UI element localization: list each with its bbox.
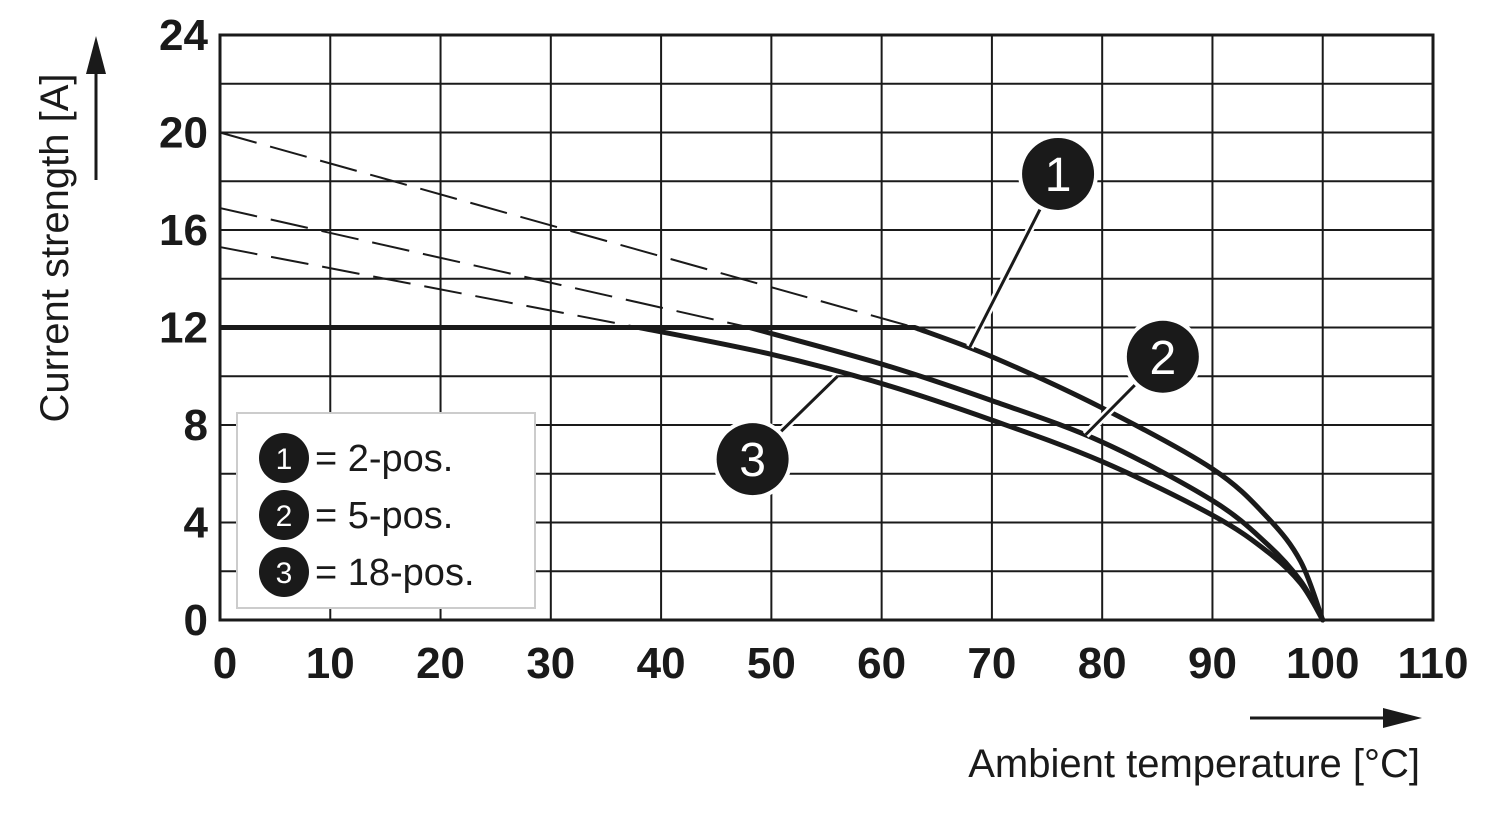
grid [218, 33, 1435, 622]
series-lines [220, 325, 1326, 623]
legend-label: = 18-pos. [315, 552, 475, 594]
series-2-dashed-line [219, 207, 750, 329]
y-tick-label: 12 [159, 304, 208, 353]
legend: 1 = 2-pos. 2 = 5-pos. 3 = 18-pos. [236, 412, 536, 609]
legend-marker-number: 3 [276, 557, 293, 590]
legend-entry-3: 3 = 18-pos. [259, 547, 475, 597]
y-tick-label: 24 [159, 11, 208, 60]
x-tick-label: 110 [1398, 639, 1469, 688]
x-tick-label: 10 [306, 639, 355, 688]
legend-marker [259, 490, 309, 540]
legend-label: = 2-pos. [315, 438, 453, 480]
legend-entry-1: 1 = 2-pos. [259, 433, 453, 483]
series-3-badge: 3 [712, 419, 793, 500]
x-tick-label: 30 [526, 639, 575, 688]
legend-entry-2: 2 = 5-pos. [259, 490, 453, 540]
badge-number: 2 [1149, 332, 1176, 385]
series-2-line [746, 325, 1326, 623]
y-tick-label: 4 [184, 499, 209, 548]
x-tick-labels: 0 10 20 30 40 50 60 70 80 90 100 110 [213, 639, 1469, 688]
y-axis-title: Current strength [A] [33, 73, 77, 422]
series-badges: 1 2 3 [712, 133, 1203, 500]
x-tick-label: 90 [1188, 639, 1237, 688]
y-tick-label: 20 [159, 109, 208, 158]
legend-label: = 5-pos. [315, 495, 453, 537]
badge-number: 1 [1045, 149, 1072, 202]
legend-marker-number: 1 [276, 443, 293, 476]
y-tick-label: 16 [159, 206, 208, 255]
legend-marker-number: 2 [276, 500, 293, 533]
x-axis-title: Ambient temperature [°C] [968, 742, 1420, 786]
badge-number: 3 [739, 434, 766, 487]
x-tick-label: 60 [857, 639, 906, 688]
x-tick-label: 70 [967, 639, 1016, 688]
series-2-badge: 2 [1122, 316, 1203, 397]
y-tick-label: 0 [184, 596, 208, 645]
series-1-line [912, 325, 1326, 623]
x-axis-arrow [1250, 708, 1422, 728]
series-3-dashed-line [219, 246, 640, 329]
y-tick-label: 8 [184, 401, 208, 450]
x-tick-label: 100 [1286, 639, 1359, 688]
extrapolation-lines [219, 131, 915, 329]
legend-marker [259, 547, 309, 597]
y-tick-labels: 0 4 8 12 16 20 24 [159, 11, 208, 645]
series-3-line [636, 325, 1326, 623]
series-1-badge: 1 [1018, 133, 1099, 214]
legend-marker [259, 433, 309, 483]
x-tick-label: 40 [637, 639, 686, 688]
y-axis-arrow [86, 36, 106, 180]
x-tick-label: 20 [416, 639, 465, 688]
series-1-dashed-line [219, 131, 915, 329]
x-tick-label: 50 [747, 639, 796, 688]
x-tick-label: 0 [213, 639, 237, 688]
x-tick-label: 80 [1078, 639, 1127, 688]
